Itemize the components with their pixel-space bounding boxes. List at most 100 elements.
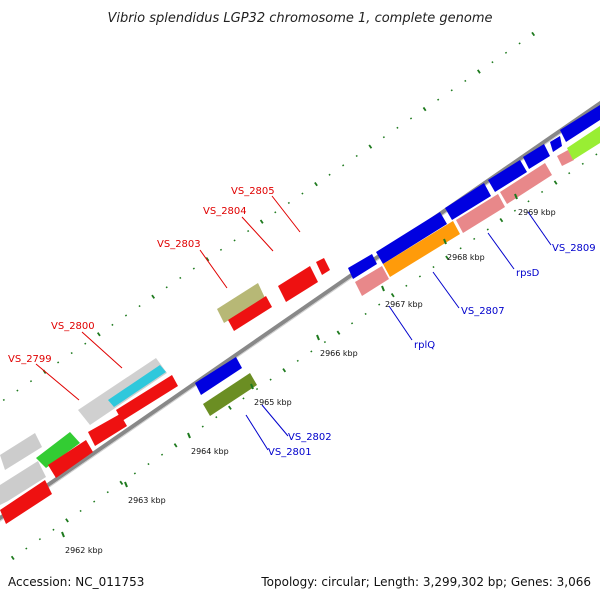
gene-red-mid[interactable] xyxy=(228,296,272,331)
label-VS_2799[interactable]: VS_2799 xyxy=(8,354,52,365)
guide-dot-upper xyxy=(287,201,290,204)
guide-dot-upper xyxy=(233,239,236,242)
guide-dot-upper xyxy=(491,61,494,64)
gene-grey-0[interactable] xyxy=(0,433,42,470)
leader-VS_2799 xyxy=(35,363,80,401)
guide-dot-upper xyxy=(179,276,182,280)
gene-red-2[interactable] xyxy=(48,440,93,478)
guide-dot-lower xyxy=(432,265,435,269)
label-VS_2800[interactable]: VS_2800 xyxy=(51,321,95,332)
guide-dot-lower xyxy=(215,416,218,419)
gene-VS_2802[interactable] xyxy=(195,357,242,395)
label-VS_2801[interactable]: VS_2801 xyxy=(268,447,312,458)
gene-blue-d[interactable] xyxy=(488,160,527,192)
guide-dot-lower xyxy=(65,518,69,523)
leader-VS_2802 xyxy=(261,404,289,437)
label-rpsD[interactable]: rpsD xyxy=(516,268,540,279)
kbp-tick-label: 2966 kbp xyxy=(320,349,358,358)
guide-dot-lower xyxy=(364,312,367,316)
gene-blue-e[interactable] xyxy=(523,144,550,169)
gene-VS_2807[interactable] xyxy=(383,221,460,277)
guide-dot-lower xyxy=(323,341,326,344)
guide-dot-upper xyxy=(96,332,101,337)
label-VS_2802[interactable]: VS_2802 xyxy=(288,432,332,443)
guide-dot-lower xyxy=(133,472,136,475)
leader-VS_2801 xyxy=(245,414,269,451)
gene-rplQ[interactable] xyxy=(355,266,389,296)
guide-dot-upper xyxy=(355,154,358,158)
gene-VS_2803[interactable] xyxy=(217,283,265,323)
guide-dot-lower xyxy=(25,547,28,550)
upper-tick-guide xyxy=(2,31,536,402)
guide-dot-lower xyxy=(513,209,517,212)
kbp-tick-label: 2964 kbp xyxy=(191,447,229,456)
guide-dot-lower xyxy=(459,247,462,250)
guide-dot-lower xyxy=(38,538,41,541)
label-VS_2804[interactable]: VS_2804 xyxy=(203,206,247,217)
gene-grey-1[interactable] xyxy=(0,461,46,505)
guide-dot-upper xyxy=(84,342,87,345)
gene-blue-g[interactable] xyxy=(560,105,600,142)
gene-VS_2805[interactable] xyxy=(316,258,330,275)
guide-dot-lower xyxy=(581,162,584,165)
gene-red-3[interactable] xyxy=(88,414,127,446)
gene-red-left[interactable] xyxy=(0,480,52,524)
guide-dot-upper xyxy=(2,398,5,402)
guide-dot-lower xyxy=(10,555,15,561)
guide-dot-lower xyxy=(147,463,150,466)
leader-VS_2800 xyxy=(81,331,123,369)
chromosome-backbone xyxy=(0,100,600,521)
guide-dot-lower xyxy=(350,322,354,325)
guide-dot-lower xyxy=(173,443,178,448)
guide-dot-lower xyxy=(486,228,489,231)
leader-VS_2804 xyxy=(241,216,274,252)
leader-rplQ xyxy=(388,305,413,341)
guide-dot-lower xyxy=(390,293,395,298)
gene-VS_2800[interactable] xyxy=(108,365,166,407)
gene-VS_2804[interactable] xyxy=(278,266,318,302)
label-VS_2809[interactable]: VS_2809 xyxy=(552,243,596,254)
label-VS_2805[interactable]: VS_2805 xyxy=(231,186,275,197)
gene-pink-b[interactable] xyxy=(500,163,552,204)
guide-dot-upper xyxy=(124,314,128,317)
label-rplQ[interactable]: rplQ xyxy=(414,340,435,351)
gene-VS_2801[interactable] xyxy=(203,373,257,416)
guide-dot-upper xyxy=(368,144,373,149)
gene-lime[interactable] xyxy=(567,126,600,160)
gene-blue-b[interactable] xyxy=(376,212,447,264)
gene-blue-a[interactable] xyxy=(348,254,377,279)
guide-dot-upper xyxy=(57,361,60,364)
guide-dot-upper xyxy=(342,164,345,167)
guide-dot-upper xyxy=(518,42,521,45)
genome-summary-text: Topology: circular; Length: 3,299,302 bp… xyxy=(260,575,591,589)
gene-red-4[interactable] xyxy=(116,375,178,421)
guide-dot-upper xyxy=(70,351,73,355)
kbp-tick-mark xyxy=(316,334,320,341)
kbp-tick-label: 2962 kbp xyxy=(65,546,103,555)
leader-VS_2803 xyxy=(199,249,228,289)
label-VS_2803[interactable]: VS_2803 xyxy=(157,239,201,250)
kbp-tick-mark xyxy=(124,481,128,488)
gene-VS_2809[interactable] xyxy=(557,150,574,166)
gene-blue-f[interactable] xyxy=(550,136,562,152)
guide-dot-lower xyxy=(269,378,272,381)
guide-dot-upper xyxy=(247,229,250,233)
guide-dot-upper xyxy=(165,286,168,289)
forward-strand-genes xyxy=(0,105,600,524)
lower-tick-guide xyxy=(10,153,598,561)
guide-dot-lower xyxy=(296,359,299,362)
gene-rpsD[interactable] xyxy=(456,194,505,233)
guide-dot-lower xyxy=(595,153,598,156)
guide-dot-lower xyxy=(568,172,571,175)
guide-dot-lower xyxy=(52,528,55,531)
leader-VS_2805 xyxy=(271,195,301,233)
guide-dot-upper xyxy=(301,192,304,195)
leader-VS_2807 xyxy=(432,271,460,309)
gene-blue-c[interactable] xyxy=(445,183,491,220)
guide-dot-upper xyxy=(450,89,453,92)
kbp-tick-label: 2965 kbp xyxy=(254,398,292,407)
guide-dot-lower xyxy=(160,453,164,456)
gene-green-1[interactable] xyxy=(36,432,80,468)
label-VS_2807[interactable]: VS_2807 xyxy=(461,306,505,317)
